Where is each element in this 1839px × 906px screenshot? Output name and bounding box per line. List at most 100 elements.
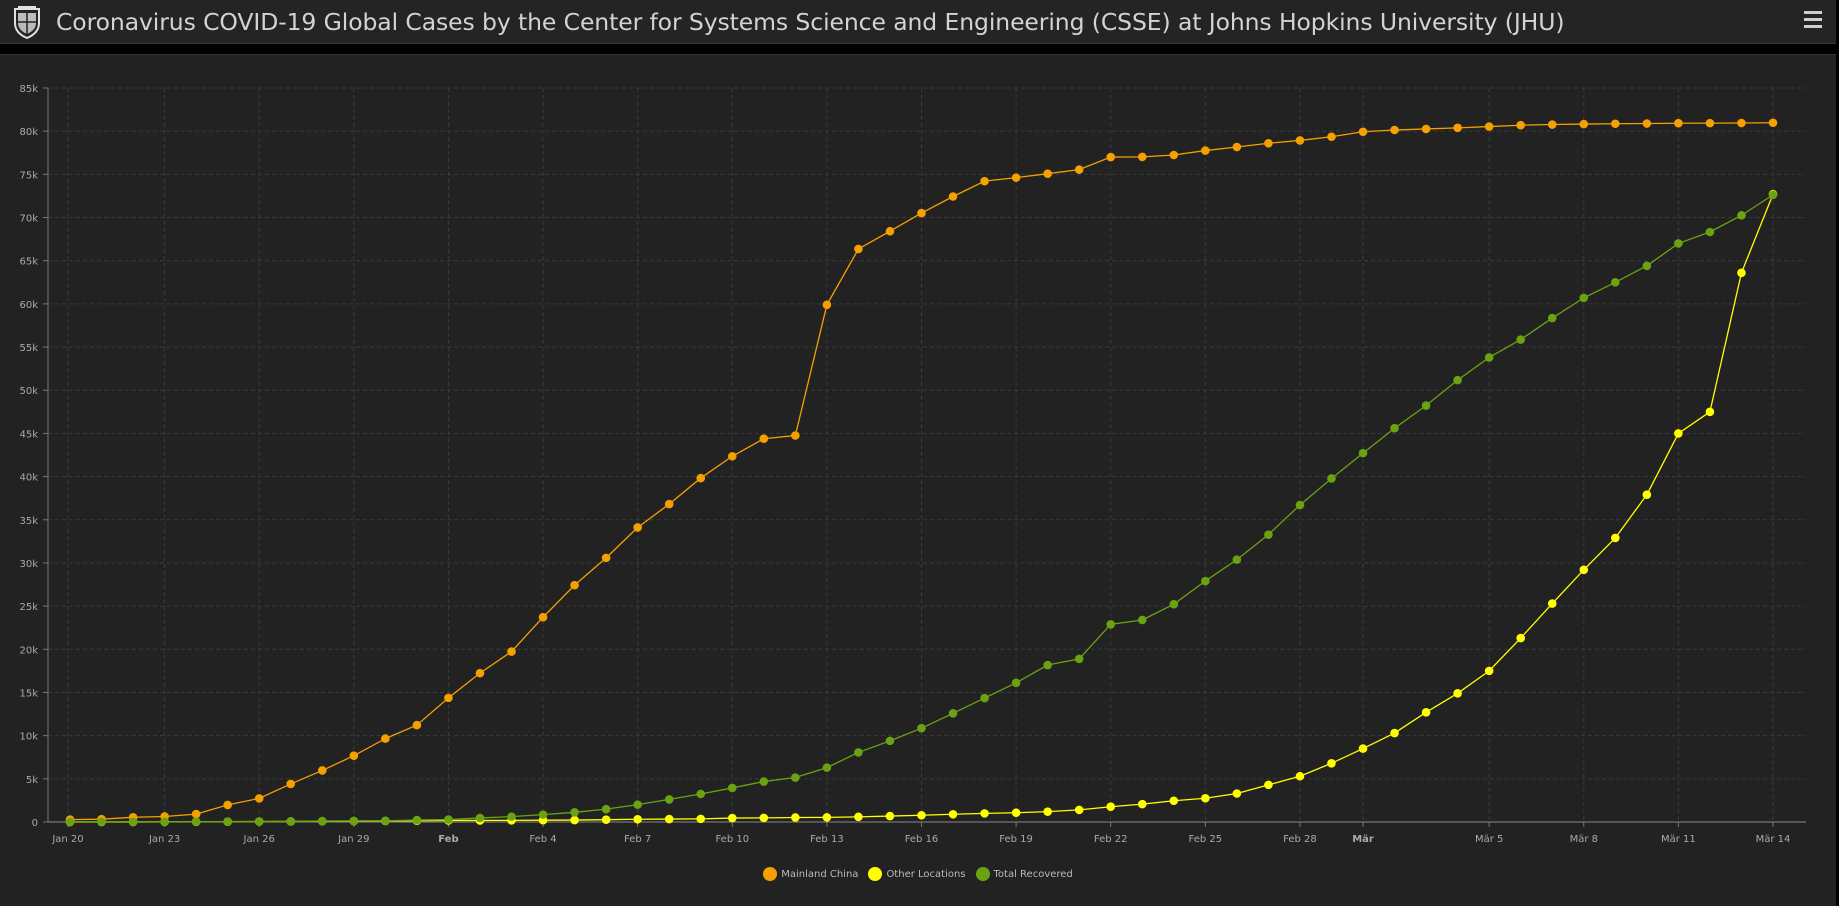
data-point[interactable] <box>696 789 706 799</box>
data-point[interactable] <box>1579 119 1589 129</box>
data-point[interactable] <box>538 810 548 819</box>
data-point[interactable] <box>1327 474 1336 483</box>
data-point[interactable] <box>1358 127 1368 137</box>
data-point[interactable] <box>759 434 769 444</box>
data-point[interactable] <box>507 647 516 656</box>
data-point[interactable] <box>759 813 769 823</box>
data-point[interactable] <box>1201 146 1210 155</box>
data-point[interactable] <box>1547 120 1557 129</box>
data-point[interactable] <box>1768 190 1778 200</box>
data-point[interactable] <box>1169 150 1179 160</box>
data-point[interactable] <box>759 777 769 786</box>
data-point[interactable] <box>254 817 264 826</box>
data-point[interactable] <box>917 810 926 820</box>
data-point[interactable] <box>381 816 390 826</box>
data-point[interactable] <box>1232 142 1242 152</box>
data-point[interactable] <box>1137 152 1147 162</box>
data-point[interactable] <box>1390 125 1399 135</box>
data-point[interactable] <box>1453 689 1462 698</box>
data-point[interactable] <box>727 451 737 461</box>
data-point[interactable] <box>1011 808 1021 818</box>
data-point[interactable] <box>1642 261 1652 271</box>
data-point[interactable] <box>948 809 958 819</box>
data-point[interactable] <box>1201 793 1210 803</box>
data-point[interactable] <box>948 192 958 201</box>
data-point[interactable] <box>664 795 674 804</box>
data-point[interactable] <box>570 580 579 590</box>
data-point[interactable] <box>822 763 832 772</box>
data-point[interactable] <box>570 815 579 825</box>
data-point[interactable] <box>1516 120 1526 130</box>
data-point[interactable] <box>1327 132 1336 142</box>
data-point[interactable] <box>854 244 863 254</box>
data-point[interactable] <box>791 813 800 822</box>
data-point[interactable] <box>412 815 422 825</box>
data-point[interactable] <box>885 226 895 236</box>
hamburger-menu-icon[interactable] <box>1804 11 1822 28</box>
data-point[interactable] <box>1011 678 1021 688</box>
data-point[interactable] <box>1106 620 1116 629</box>
data-point[interactable] <box>822 813 832 822</box>
data-point[interactable] <box>1043 660 1052 670</box>
data-point[interactable] <box>664 814 674 824</box>
data-point[interactable] <box>854 748 863 757</box>
data-point[interactable] <box>1453 123 1462 133</box>
data-point[interactable] <box>444 693 453 703</box>
data-point[interactable] <box>1611 278 1620 287</box>
data-point[interactable] <box>1358 744 1368 753</box>
data-point[interactable] <box>1642 490 1652 500</box>
data-point[interactable] <box>791 773 800 782</box>
data-point[interactable] <box>1295 771 1305 781</box>
data-point[interactable] <box>1264 780 1273 790</box>
data-point[interactable] <box>1484 666 1494 676</box>
data-point[interactable] <box>286 817 296 826</box>
data-point[interactable] <box>601 804 611 814</box>
data-point[interactable] <box>1579 293 1589 303</box>
data-point[interactable] <box>1453 375 1462 385</box>
data-point[interactable] <box>822 300 832 310</box>
data-point[interactable] <box>885 811 895 821</box>
data-point[interactable] <box>1043 807 1052 816</box>
data-point[interactable] <box>1737 211 1746 220</box>
data-point[interactable] <box>1295 136 1305 145</box>
data-point[interactable] <box>980 809 989 818</box>
data-point[interactable] <box>1611 533 1620 543</box>
legend-item-other-locations[interactable]: Other Locations <box>868 867 966 881</box>
data-point[interactable] <box>223 817 232 826</box>
data-point[interactable] <box>254 794 264 803</box>
data-point[interactable] <box>570 807 579 817</box>
data-point[interactable] <box>1201 576 1210 586</box>
data-point[interactable] <box>1547 599 1557 608</box>
data-point[interactable] <box>223 800 232 810</box>
data-point[interactable] <box>1169 796 1179 806</box>
data-point[interactable] <box>1011 173 1021 182</box>
data-point[interactable] <box>1705 227 1715 237</box>
data-point[interactable] <box>1264 138 1273 148</box>
data-point[interactable] <box>1611 119 1620 129</box>
data-point[interactable] <box>1642 119 1652 128</box>
data-point[interactable] <box>727 783 737 793</box>
data-point[interactable] <box>1106 152 1116 162</box>
data-point[interactable] <box>1674 118 1683 128</box>
data-point[interactable] <box>1074 165 1084 174</box>
data-point[interactable] <box>1137 799 1147 809</box>
data-point[interactable] <box>349 751 359 760</box>
data-point[interactable] <box>1137 615 1147 625</box>
data-point[interactable] <box>1043 169 1052 178</box>
data-point[interactable] <box>664 499 674 509</box>
data-point[interactable] <box>633 523 642 532</box>
data-point[interactable] <box>1516 335 1526 344</box>
data-point[interactable] <box>791 431 800 440</box>
data-point[interactable] <box>349 816 359 826</box>
data-point[interactable] <box>317 816 327 826</box>
data-point[interactable] <box>601 815 611 825</box>
data-point[interactable] <box>128 817 138 827</box>
data-point[interactable] <box>1705 407 1715 417</box>
data-point[interactable] <box>1674 239 1683 248</box>
data-point[interactable] <box>1421 708 1431 717</box>
data-point[interactable] <box>917 208 926 218</box>
data-point[interactable] <box>1169 599 1179 609</box>
data-point[interactable] <box>317 766 327 775</box>
data-point[interactable] <box>980 176 989 186</box>
data-point[interactable] <box>1327 758 1336 768</box>
